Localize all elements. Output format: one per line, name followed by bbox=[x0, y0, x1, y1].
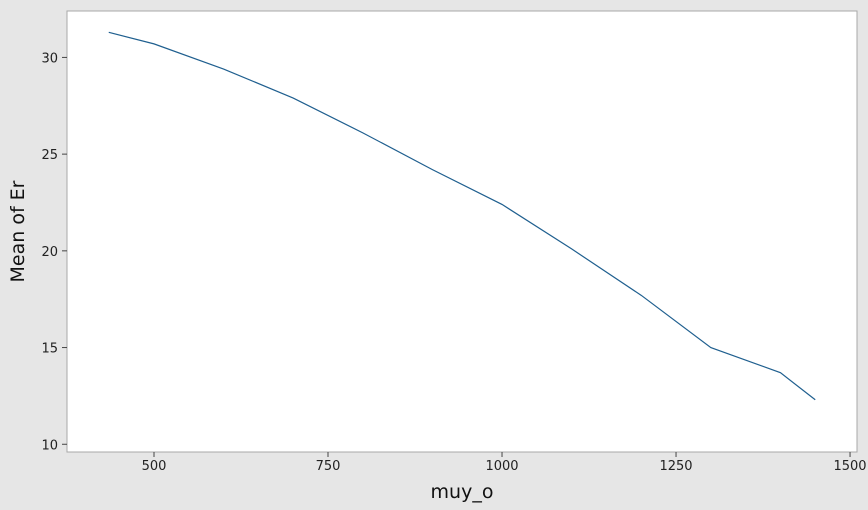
x-tick-label: 1250 bbox=[659, 459, 692, 474]
y-axis: 10 15 20 25 30 bbox=[41, 51, 67, 453]
x-tick-label: 500 bbox=[142, 459, 167, 474]
y-tick-label: 10 bbox=[41, 438, 58, 453]
y-tick-label: 30 bbox=[41, 51, 58, 66]
x-tick-label: 1500 bbox=[833, 459, 866, 474]
y-tick-label: 15 bbox=[41, 342, 58, 357]
x-axis-title: muy_o bbox=[431, 481, 494, 503]
x-axis: 500 750 1000 1250 1500 bbox=[142, 452, 867, 474]
x-tick-label: 750 bbox=[316, 459, 341, 474]
series-line bbox=[108, 31, 816, 401]
plot-area bbox=[66, 10, 858, 453]
y-tick-label: 20 bbox=[41, 245, 58, 260]
y-tick-label: 25 bbox=[41, 148, 58, 163]
y-axis-title: Mean of Er bbox=[7, 180, 29, 282]
x-tick-label: 1000 bbox=[485, 459, 518, 474]
